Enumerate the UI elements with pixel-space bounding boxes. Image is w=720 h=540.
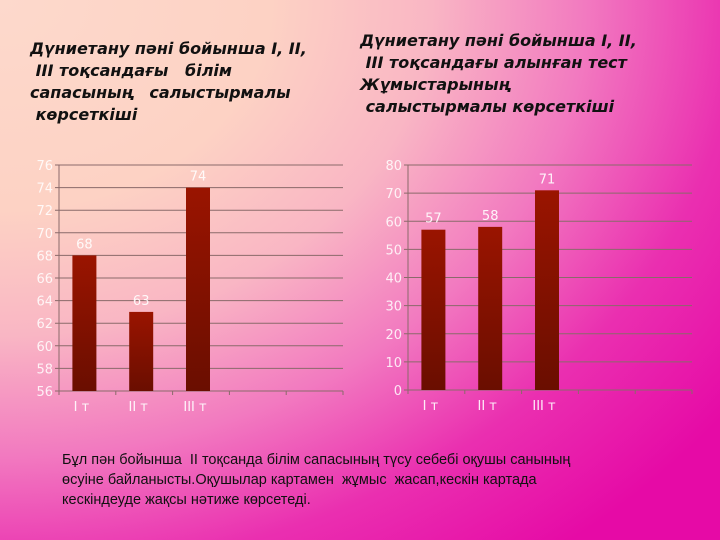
y-tick-label: 74	[36, 182, 53, 197]
footnote-text: Бұл пән бойынша II тоқсанда білім сапасы…	[62, 452, 571, 508]
y-tick-label: 62	[36, 317, 53, 332]
bar-data-label: 63	[133, 294, 150, 309]
y-tick-label: 60	[385, 215, 402, 230]
bar	[186, 187, 210, 391]
x-category-label: III т	[532, 399, 556, 414]
y-tick-label: 40	[385, 272, 402, 287]
y-tick-label: 60	[36, 340, 53, 355]
x-category-label: II т	[129, 400, 149, 415]
bar-data-label: 68	[76, 237, 93, 252]
y-tick-label: 70	[36, 227, 53, 242]
x-category-label: III т	[183, 400, 207, 415]
y-tick-label: 0	[394, 384, 402, 399]
bar	[478, 226, 503, 390]
y-tick-label: 68	[36, 249, 53, 264]
bar	[129, 311, 154, 391]
bar-data-label: 74	[190, 170, 207, 185]
y-tick-label: 80	[385, 159, 402, 174]
bar-data-label: 57	[425, 212, 442, 227]
left-chart-title: Дүниетану пәні бойынша I, II, III тоқсан…	[30, 39, 307, 124]
y-tick-label: 76	[36, 159, 53, 174]
y-tick-label: 66	[36, 272, 53, 287]
y-tick-label: 70	[385, 187, 402, 202]
bar-data-label: 71	[539, 172, 556, 187]
y-tick-label: 30	[385, 300, 402, 315]
y-tick-label: 58	[36, 362, 53, 377]
y-tick-label: 56	[36, 385, 53, 400]
bar	[72, 255, 97, 391]
y-tick-label: 72	[36, 204, 53, 219]
x-category-label: II т	[478, 399, 498, 414]
bar	[421, 229, 446, 390]
y-tick-label: 10	[385, 356, 402, 371]
right-chart-title: Дүниетану пәні бойынша I, II, III тоқсан…	[360, 31, 637, 116]
y-tick-label: 50	[385, 243, 402, 258]
x-category-label: I т	[74, 400, 90, 415]
x-category-label: I т	[423, 399, 439, 414]
bar-data-label: 58	[482, 209, 499, 224]
y-tick-label: 64	[36, 295, 53, 310]
bar	[535, 190, 559, 390]
y-tick-label: 20	[385, 328, 402, 343]
